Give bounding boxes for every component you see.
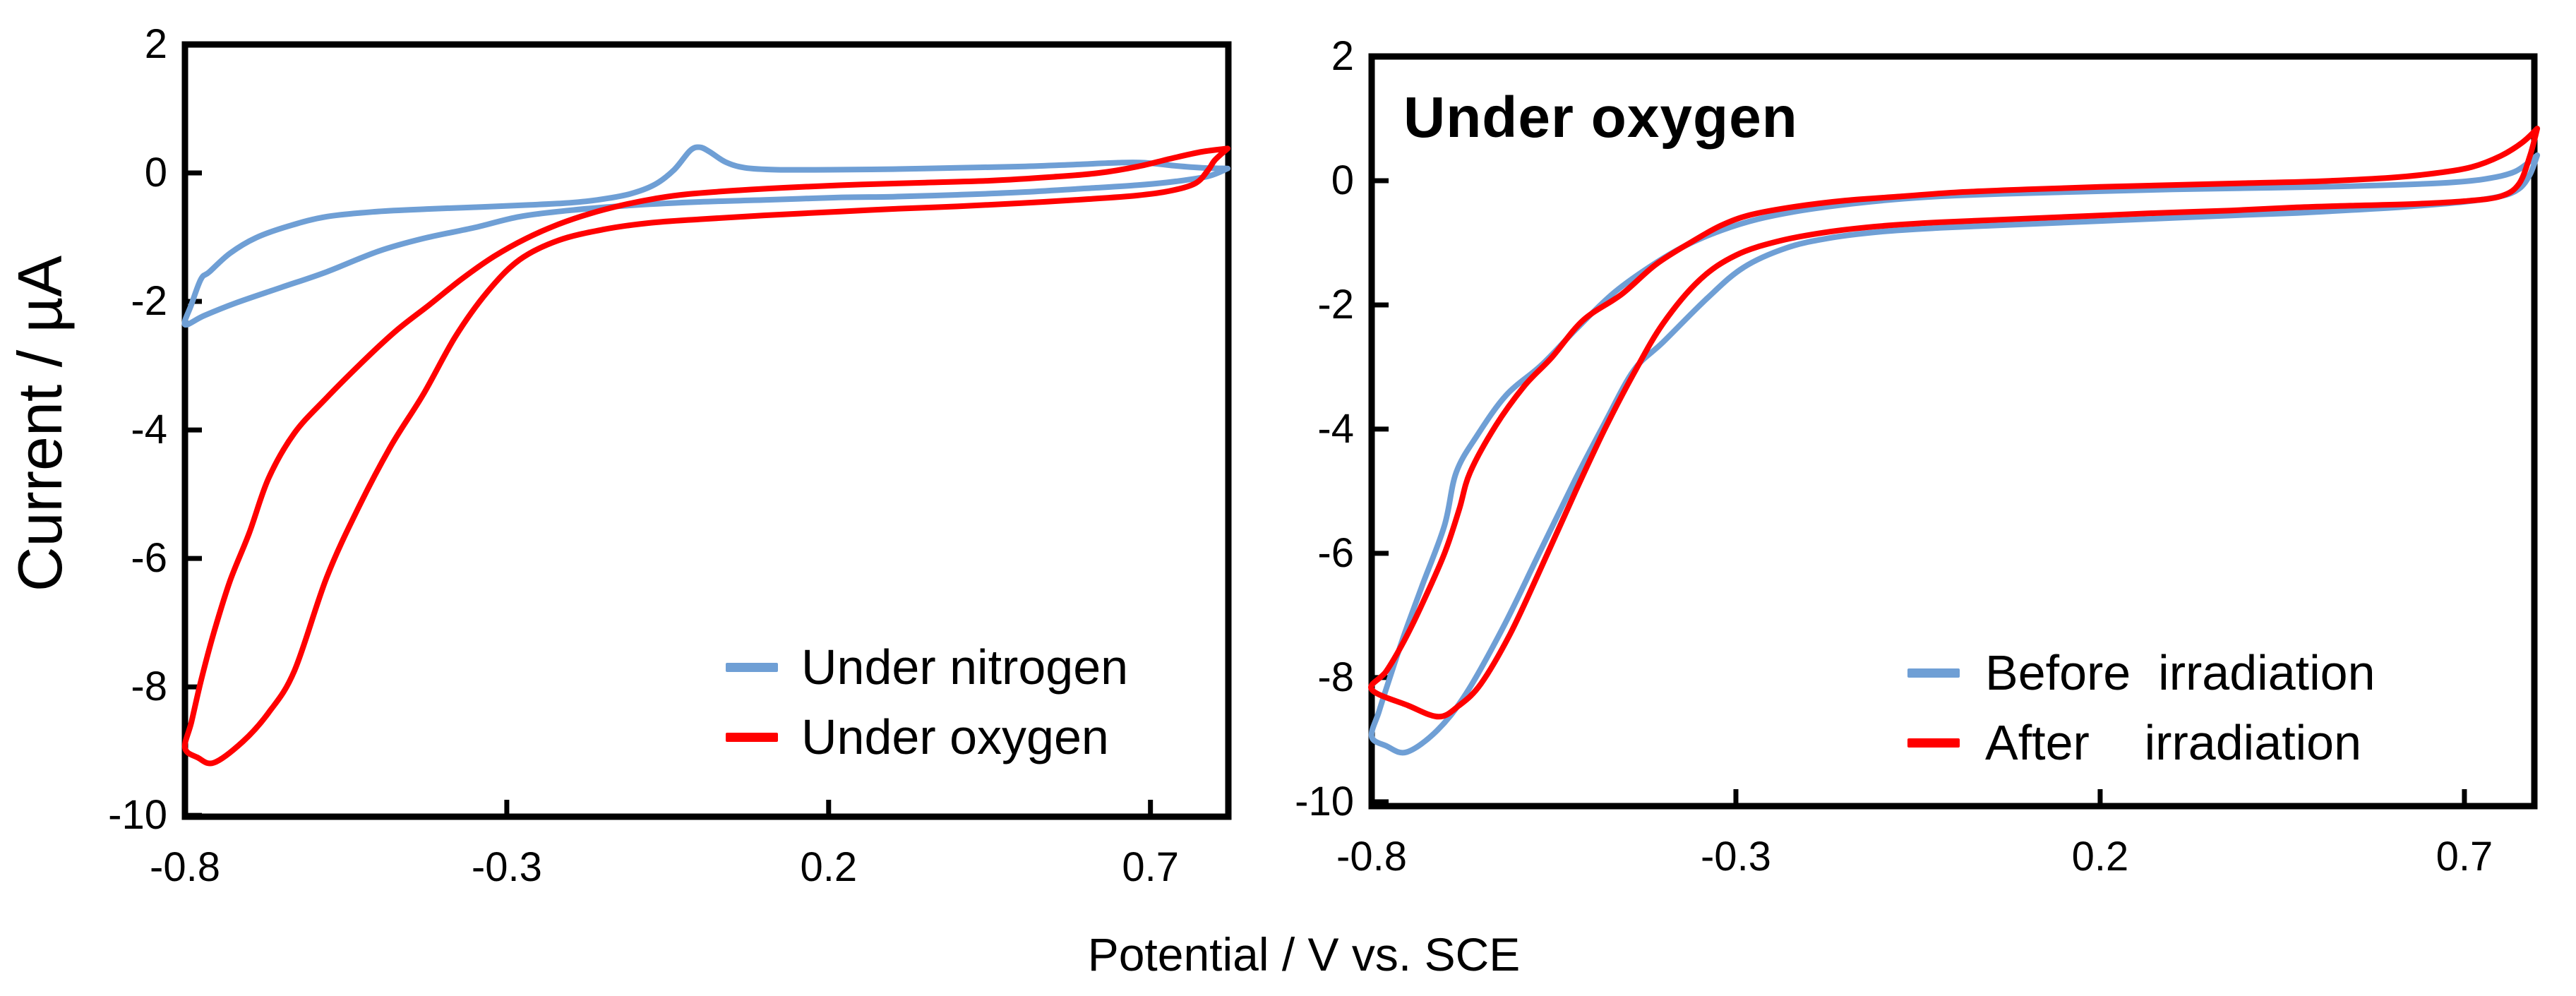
left-cv-legend-row: Under nitrogen (726, 637, 1128, 697)
right-cv-legend-label: Before irradiation (1985, 645, 2376, 700)
left-cv-legend-label: Under nitrogen (801, 640, 1129, 695)
right-cv-y-tick-label: -2 (1317, 282, 1354, 328)
right-cv-y-tick-label: 2 (1331, 33, 1354, 80)
left-cv-legend-dash-icon (726, 662, 778, 672)
left-cv-series-under-nitrogen-curve (181, 144, 1231, 328)
x-axis-label: Potential / V vs. SCE (1087, 928, 1521, 980)
left-cv-y-tick-label: -8 (131, 664, 167, 710)
left-cv-x-tick-label: -0.8 (150, 844, 220, 890)
left-cv-x-tick-label: 0.7 (1122, 844, 1179, 890)
right-cv-x-tick-label: 0.2 (2071, 834, 2129, 880)
left-cv-x-tick-label: 0.2 (800, 844, 858, 890)
left-cv-y-tick-label: 0 (144, 150, 167, 196)
right-cv-legend-dash-icon (1907, 738, 1960, 748)
right-cv-legend-dash-icon (1907, 668, 1960, 678)
right-cv-series-before-irradiation-curve (1368, 152, 2541, 756)
right-cv-y-tick-label: -4 (1317, 406, 1354, 452)
right-chart-title: Under oxygen (1403, 85, 1798, 150)
right-cv-y-tick-label: -6 (1317, 529, 1354, 576)
right-cv-legend-row: Before irradiation (1907, 643, 2376, 702)
left-cv-y-tick-label: -4 (131, 407, 167, 453)
left-cv-plot-frame (181, 41, 1232, 820)
left-cv-legend-dash-icon (726, 732, 778, 742)
left-cv-legend-row: Under oxygen (726, 707, 1109, 767)
left-cv-y-tick-label: -2 (131, 278, 167, 325)
right-cv-legend-row: After irradiation (1907, 713, 2361, 772)
right-cv-y-tick-label: -10 (1295, 778, 1354, 824)
left-cv-y-tick-label: -10 (108, 792, 167, 839)
left-cv-y-tick-label: 2 (144, 21, 167, 68)
right-cv-x-tick-label: 0.7 (2436, 834, 2493, 880)
right-cv-x-tick-label: -0.3 (1700, 834, 1771, 880)
left-cv-x-tick-label: -0.3 (471, 844, 542, 890)
right-cv-x-tick-label: -0.8 (1336, 834, 1407, 880)
right-cv-y-tick-label: 0 (1331, 157, 1354, 204)
left-cv-legend-label: Under oxygen (801, 709, 1109, 764)
right-cv-y-tick-label: -8 (1317, 654, 1354, 700)
left-cv-series-under-oxygen-curve (181, 145, 1231, 767)
right-cv-legend-label: After irradiation (1985, 715, 2361, 770)
left-cv-y-tick-label: -6 (131, 535, 167, 582)
right-cv-series-after-irradiation-curve (1368, 126, 2541, 720)
